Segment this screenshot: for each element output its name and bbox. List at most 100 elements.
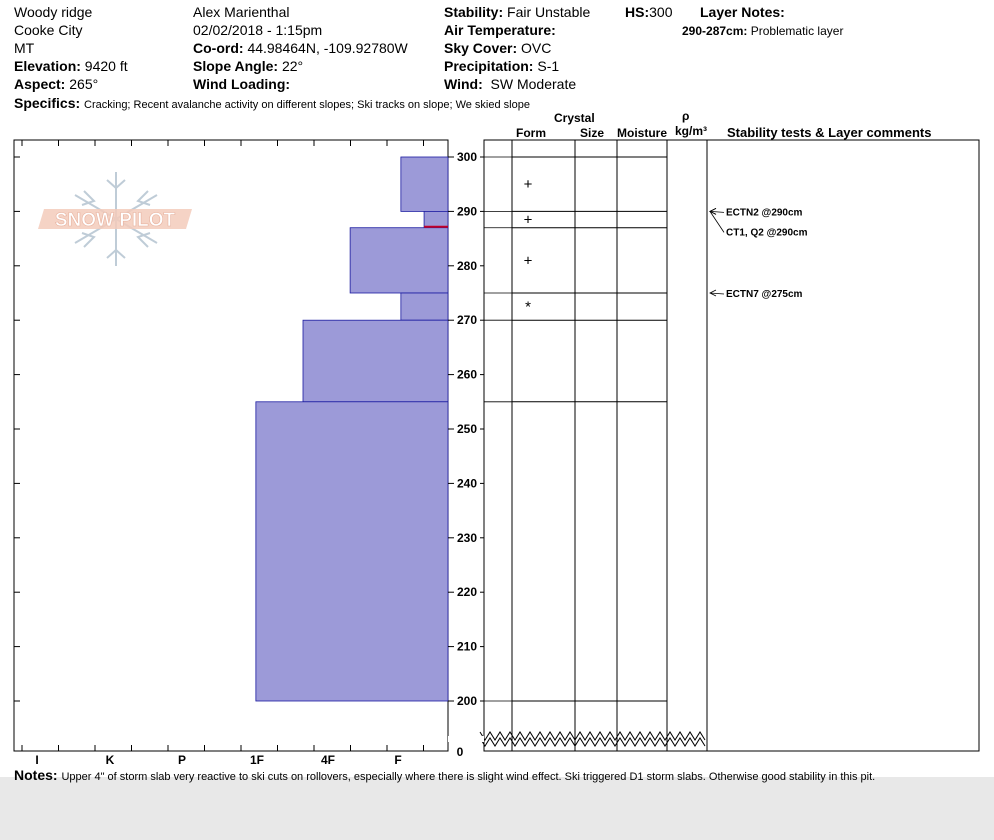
snowpilot-logo: SNOW PILOT	[38, 172, 192, 266]
density-unit-header: kg/m³	[675, 124, 707, 138]
notes-label: Notes:	[14, 767, 58, 783]
depth-label-230: 230	[457, 531, 477, 545]
air-temp-row: Air Temperature:	[444, 22, 556, 38]
hardness-layer-0	[400, 156, 449, 212]
hardness-layer-3	[400, 292, 449, 321]
hardness-layer-4	[302, 319, 449, 403]
aspect-row: Aspect: 265°	[14, 76, 98, 92]
test-pointer-1	[709, 211, 725, 233]
logo-text: SNOW PILOT	[55, 210, 176, 231]
crystal-header: Crystal	[554, 111, 595, 125]
depth-label-290: 290	[457, 204, 477, 218]
test-label-2: ECTN7 @275cm	[726, 289, 803, 300]
aspect-value: 265°	[69, 76, 99, 92]
state-name: MT	[14, 40, 35, 56]
slope-row: Slope Angle: 22°	[193, 58, 303, 74]
depth-label-250: 250	[457, 422, 477, 436]
depth-label-210: 210	[457, 640, 477, 654]
layer-note-range: 290-287cm:	[682, 24, 748, 38]
layer-note-text: Problematic layer	[750, 24, 844, 38]
precip-value: S-1	[537, 58, 560, 74]
hs-value: 300	[649, 4, 673, 20]
depth-label-220: 220	[457, 585, 477, 599]
grain-form-3: *	[525, 299, 531, 316]
observation-datetime: 02/02/2018 - 1:15pm	[193, 22, 323, 38]
moisture-header: Moisture	[617, 126, 667, 140]
test-label-0: ECTN2 @290cm	[726, 207, 803, 218]
elevation-label: Elevation:	[14, 58, 81, 74]
test-pointer-2	[709, 292, 725, 295]
layer-table-frame	[483, 139, 708, 752]
stability-value: Fair Unstable	[507, 4, 591, 20]
wind-loading-row: Wind Loading:	[193, 76, 290, 92]
snow-profile-chart: Crystal Form Size Moisture ρ kg/m³ Stabi…	[13, 109, 980, 767]
depth-label-260: 260	[457, 368, 477, 382]
observer-name: Alex Marienthal	[193, 4, 290, 20]
hardness-tick-label-K: K	[106, 753, 115, 767]
depth-label-break: 0	[457, 745, 464, 759]
stability-row: Stability: Fair Unstable	[444, 4, 590, 20]
depth-label-300: 300	[457, 150, 477, 164]
sky-cover-row: Sky Cover: OVC	[444, 40, 551, 56]
grain-form-2: +	[524, 252, 533, 269]
coord-row: Co-ord: 44.98464N, -109.92780W	[193, 40, 408, 56]
hs-label: HS:	[625, 4, 650, 20]
notes-value: Upper 4" of storm slab very reactive to …	[61, 771, 876, 783]
test-pointer-0	[709, 211, 725, 213]
axis-break-zigzag	[479, 731, 706, 741]
elevation-value: 9420 ft	[84, 58, 128, 74]
stability-label: Stability:	[444, 4, 504, 20]
hardness-layers	[255, 156, 449, 702]
grain-form-0: +	[524, 176, 533, 193]
slope-value: 22°	[281, 58, 304, 74]
sky-cover-label: Sky Cover:	[444, 40, 518, 56]
wind-value: SW Moderate	[490, 76, 577, 92]
test-arrow-1	[709, 208, 717, 215]
wind-loading-label: Wind Loading:	[193, 76, 291, 92]
elevation-row: Elevation: 9420 ft	[14, 58, 128, 74]
hardness-tick-label-P: P	[178, 753, 186, 767]
stability-tests-header: Stability tests & Layer comments	[727, 125, 931, 140]
depth-label-280: 280	[457, 259, 477, 273]
precip-row: Precipitation: S-1	[444, 58, 559, 74]
specifics-value: Cracking; Recent avalanche activity on d…	[84, 99, 530, 111]
hs-row: HS:300	[625, 4, 672, 20]
grain-form-1: +	[524, 212, 533, 229]
precip-label: Precipitation:	[444, 58, 534, 74]
slope-label: Slope Angle:	[193, 58, 279, 74]
depth-label-240: 240	[457, 476, 477, 490]
break-gap	[448, 736, 484, 742]
depth-label-270: 270	[457, 313, 477, 327]
size-header: Size	[580, 126, 604, 140]
hardness-axis: I K P 1F 4F F	[14, 140, 424, 767]
specifics-label: Specifics:	[14, 95, 81, 111]
aspect-label: Aspect:	[14, 76, 66, 92]
hardness-tick-label-I: I	[35, 753, 38, 767]
coord-value: 44.98464N, -109.92780W	[247, 40, 408, 56]
hardness-layer-2	[349, 227, 449, 294]
hardness-tick-label-1F: 1F	[250, 753, 264, 767]
sky-cover-value: OVC	[521, 40, 552, 56]
hardness-layer-5	[255, 401, 449, 702]
layer-note: 290-287cm: Problematic layer	[682, 23, 843, 39]
logo-banner	[38, 209, 192, 229]
layer-notes-title: Layer Notes:	[700, 4, 785, 20]
coord-label: Co-ord:	[193, 40, 244, 56]
region-name: Cooke City	[14, 22, 83, 38]
layer-table: + + + *	[448, 139, 708, 752]
stability-tests-panel	[706, 139, 980, 752]
location-name: Woody ridge	[14, 4, 93, 20]
test-arrow-2	[709, 289, 717, 297]
hardness-tick-label-F: F	[394, 753, 401, 767]
density-rho-header: ρ	[682, 109, 689, 123]
test-label-1: CT1, Q2 @290cm	[726, 227, 808, 238]
snow-profile-sheet: Woody ridge Cooke City MT Elevation: 942…	[0, 0, 994, 783]
form-header: Form	[516, 126, 546, 140]
depth-label-200: 200	[457, 694, 477, 708]
stability-tests: ECTN2 @290cm CT1, Q2 @290cm ECTN7 @275cm	[709, 207, 808, 300]
hardness-layer-1	[423, 210, 449, 229]
axis-break-zigzag-2	[479, 737, 706, 747]
wind-row: Wind: SW Moderate	[444, 76, 576, 92]
specifics-row: Specifics: Cracking; Recent avalanche ac…	[14, 95, 530, 111]
wind-label: Wind:	[444, 76, 483, 92]
